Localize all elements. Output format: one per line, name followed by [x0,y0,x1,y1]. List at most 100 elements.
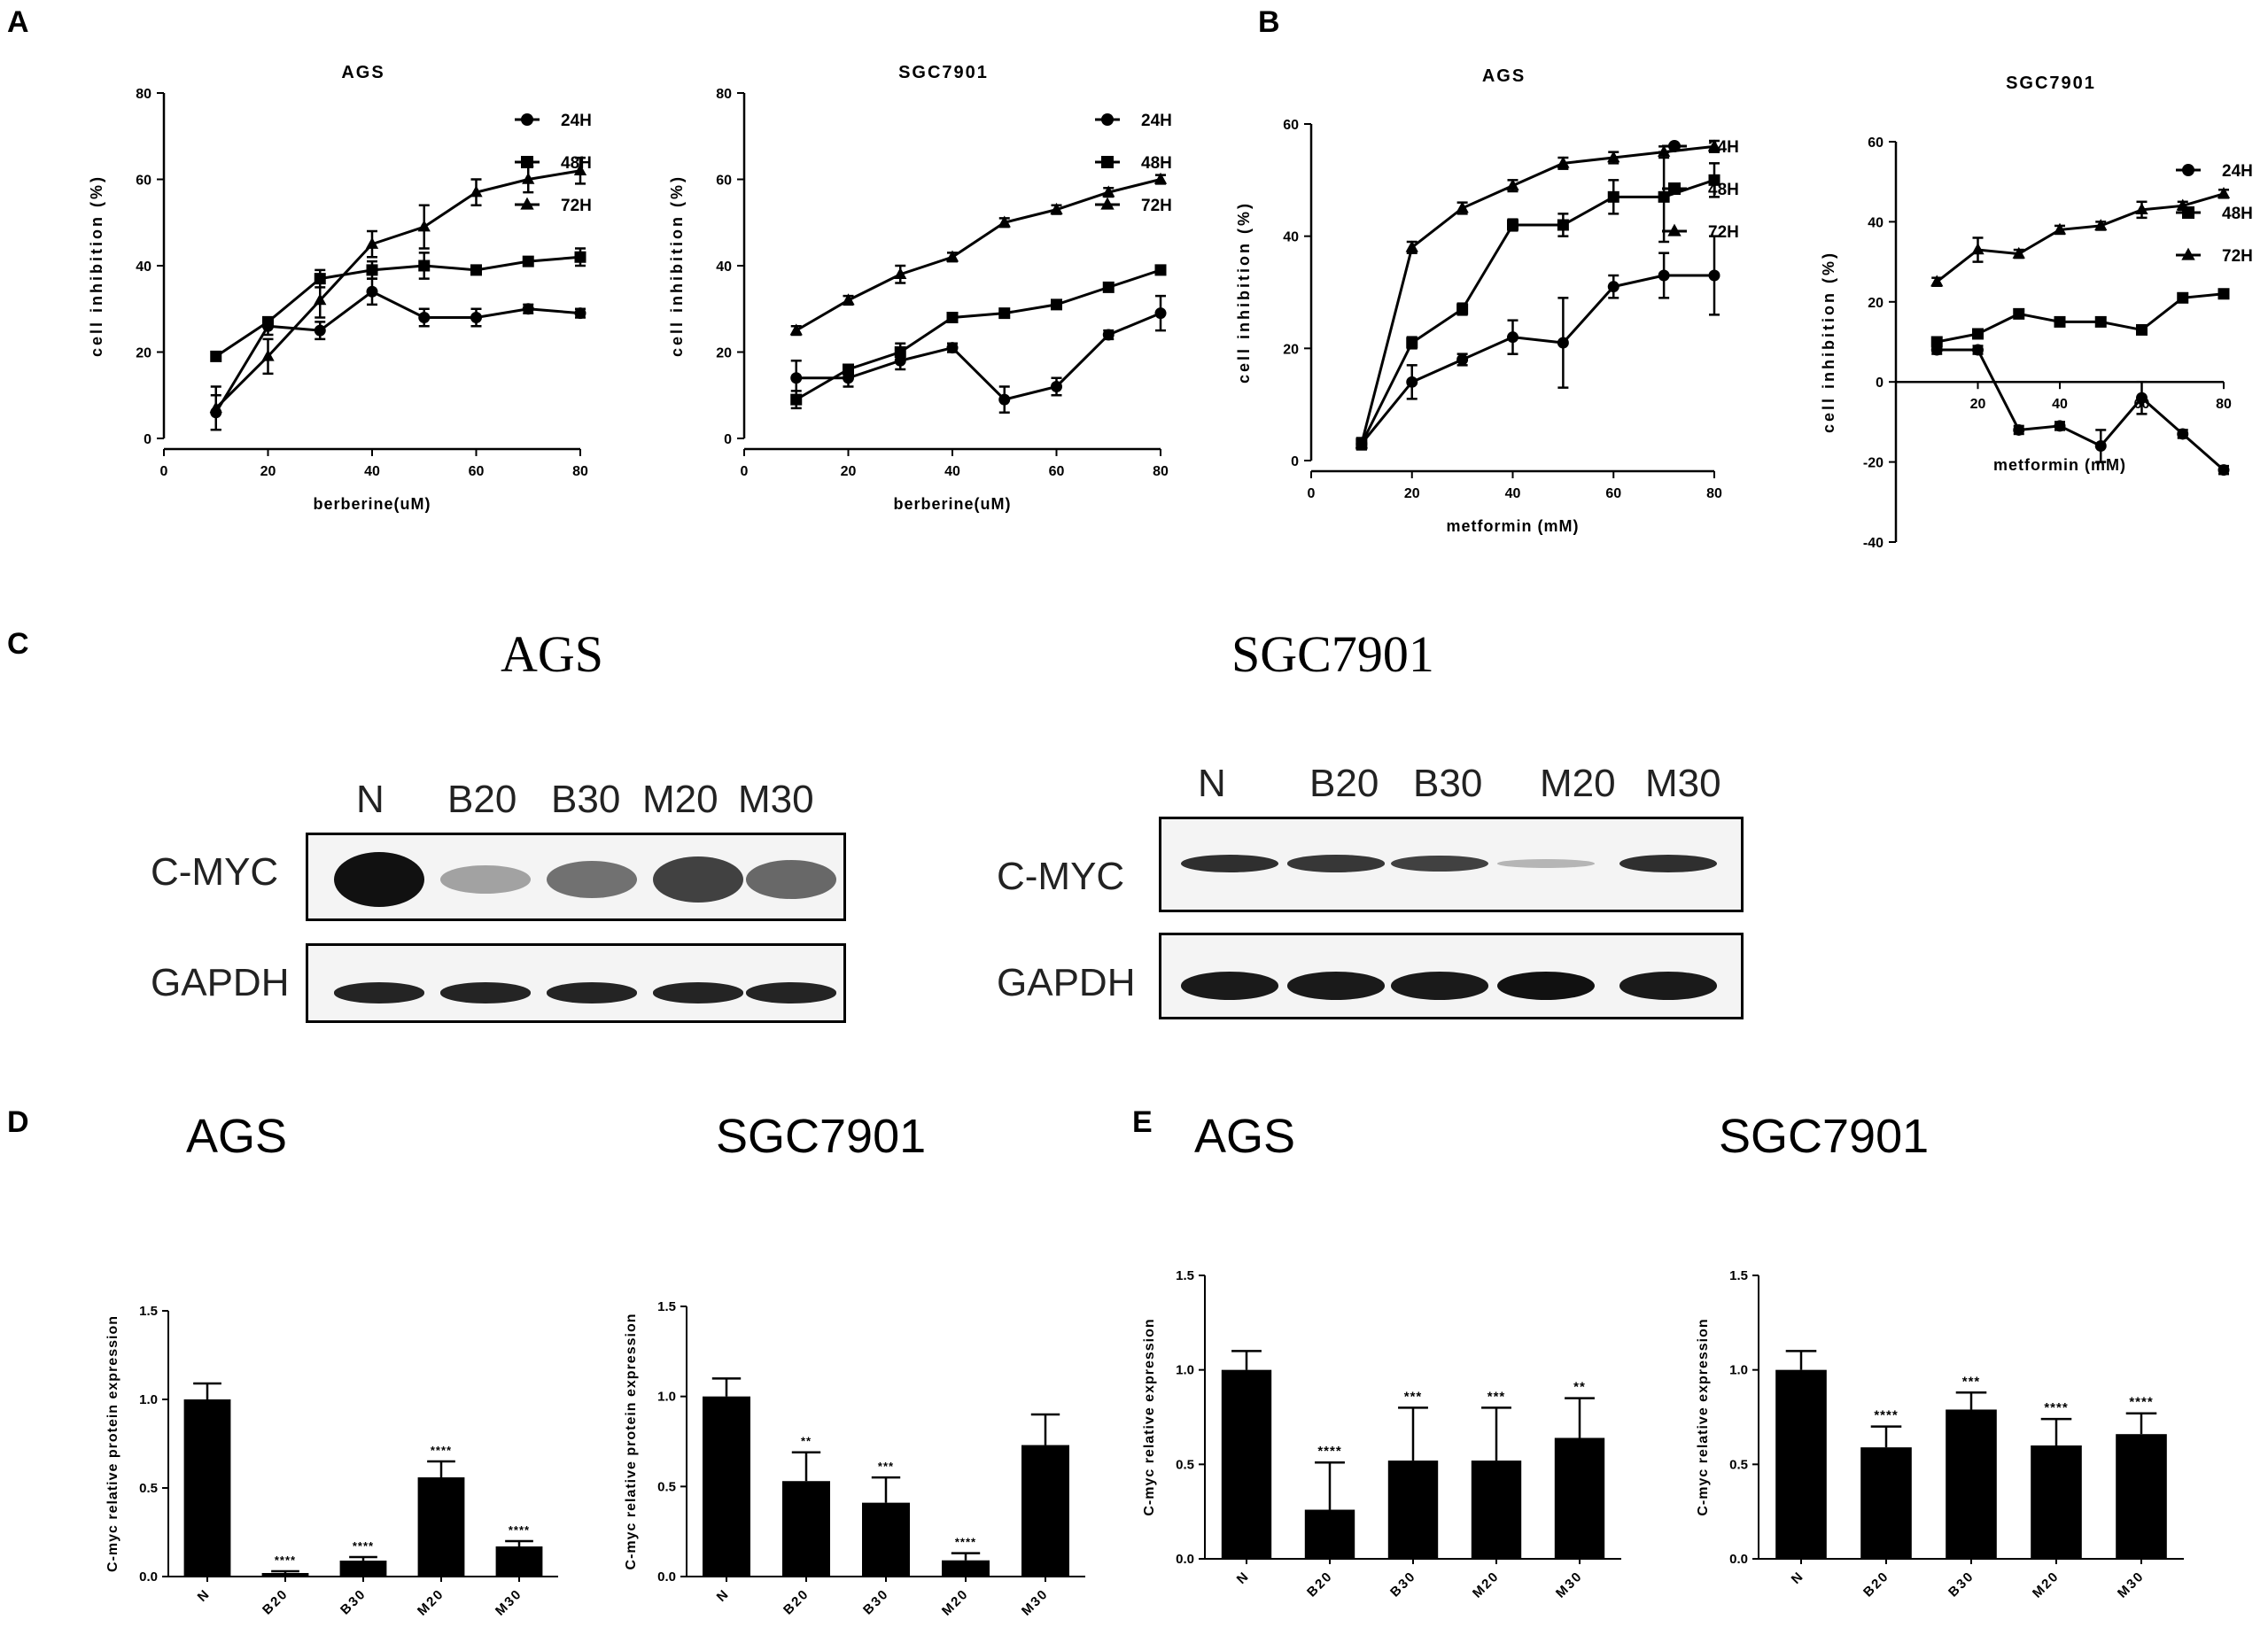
y-axis-label: cell inhibition (%) [1820,251,1837,433]
data-point [1456,303,1469,315]
legend-marker [2182,164,2194,176]
y-tick-label: 0.5 [657,1479,676,1494]
y-tick-label: 0.0 [1729,1552,1748,1567]
data-point [2217,186,2231,198]
x-axis-label: metformin (mM) [1993,456,2126,474]
data-point [1658,190,1670,203]
legend-marker [1101,156,1114,168]
data-point [1154,264,1167,276]
data-point [790,372,803,384]
series-48H [210,247,586,362]
band-cmyc [1181,855,1278,872]
data-point [2053,222,2067,235]
data-point [522,172,535,184]
legend-marker [520,197,534,210]
x-tick-label: M30 [493,1586,525,1619]
bar-N [1775,1369,1827,1559]
data-point [1607,190,1619,203]
data-point [2012,246,2025,259]
data-point [2094,440,2107,453]
data-point [946,312,959,323]
y-tick-label: 0.0 [657,1569,676,1585]
x-tick-label: N [195,1586,214,1605]
x-tick-label: N [1789,1569,1807,1587]
bar-M20 [417,1477,465,1577]
series-24H [790,294,1167,414]
y-axis-label: cell inhibition (%) [1235,201,1253,384]
y-tick-label: 20 [136,346,151,361]
y-tick-label: 0.0 [139,1569,158,1585]
lane-label: N [356,778,384,821]
lane-label: M20 [1540,762,1616,805]
blot-frame-cmyc [306,833,846,921]
row-label: GAPDH [997,961,1136,1004]
x-tick-label: B20 [781,1586,812,1618]
significance-label: **** [431,1444,452,1457]
data-point [314,293,327,306]
chart-d-sgc7901: 0.0 0.5 1.0 1.5 C-myc relative protein expre… [624,1299,1085,1619]
data-point [1657,144,1671,157]
x-tick-label: 0 [160,464,168,479]
band-cmyc [653,856,743,903]
bar-N [703,1396,750,1577]
data-point [522,255,534,267]
series-48H [790,264,1167,410]
y-tick-label: 0.5 [1176,1457,1194,1472]
bar-M30 [2116,1434,2167,1559]
data-point [1406,337,1418,349]
x-tick-label: M30 [2115,1569,2148,1601]
x-tick-label: M20 [939,1586,972,1619]
data-point [1507,219,1518,231]
legend-label: 72H [1141,197,1172,215]
y-axis-label: C-myc relative expression [1696,1318,1711,1515]
data-point [1051,381,1062,392]
series-line [1360,144,1715,445]
series-line [795,268,1161,401]
x-axis-label: berberine(uM) [313,495,431,513]
bar-N [183,1399,231,1577]
band-cmyc [1391,855,1488,872]
legend-label: 24H [561,112,592,130]
y-tick-label: -40 [1863,536,1884,551]
significance-label: **** [2129,1395,2153,1410]
band-gapdh [440,982,531,1003]
significance-label: **** [1317,1444,1341,1459]
lane-label: B20 [447,778,517,821]
band-gapdh [1391,972,1488,1000]
data-point [470,312,482,323]
data-point [843,363,854,376]
lane-label: B30 [1413,762,1483,805]
legend-marker [521,156,533,168]
y-axis-label: cell inhibition (%) [88,174,105,357]
x-tick-label: 40 [1505,486,1521,501]
band-gapdh [1287,972,1385,1000]
data-point [789,323,803,336]
data-point [470,185,483,198]
y-tick-label: 60 [136,174,151,189]
legend-label: 72H [2222,247,2253,266]
data-point [1051,298,1062,311]
lane-label: M30 [1645,762,1721,805]
row-label: C-MYC [997,855,1125,898]
band-gapdh [653,982,743,1003]
chart-d-ags: 0.0 0.5 1.0 1.5 C-myc relative protein expre… [105,1304,558,1619]
chart-title: AGS [1482,66,1526,86]
series-line [796,312,1161,401]
data-point [998,215,1011,228]
data-point [1708,174,1720,186]
d-ags-title: AGS [186,1110,288,1163]
bar-B20 [782,1481,830,1577]
band-cmyc [334,852,424,907]
legend-marker [1668,182,1681,195]
x-axis-label: metformin (mM) [1447,517,1580,535]
series-24H [1930,344,2230,477]
lane-label: B20 [1309,762,1379,805]
x-tick-label: 0 [741,464,749,479]
data-point [2013,307,2025,320]
bar-M30 [1554,1437,1605,1559]
series-48H [1930,288,2230,348]
series-line [214,290,581,414]
band-cmyc [1497,859,1595,868]
data-point [1658,269,1670,282]
data-point [1972,328,1984,340]
